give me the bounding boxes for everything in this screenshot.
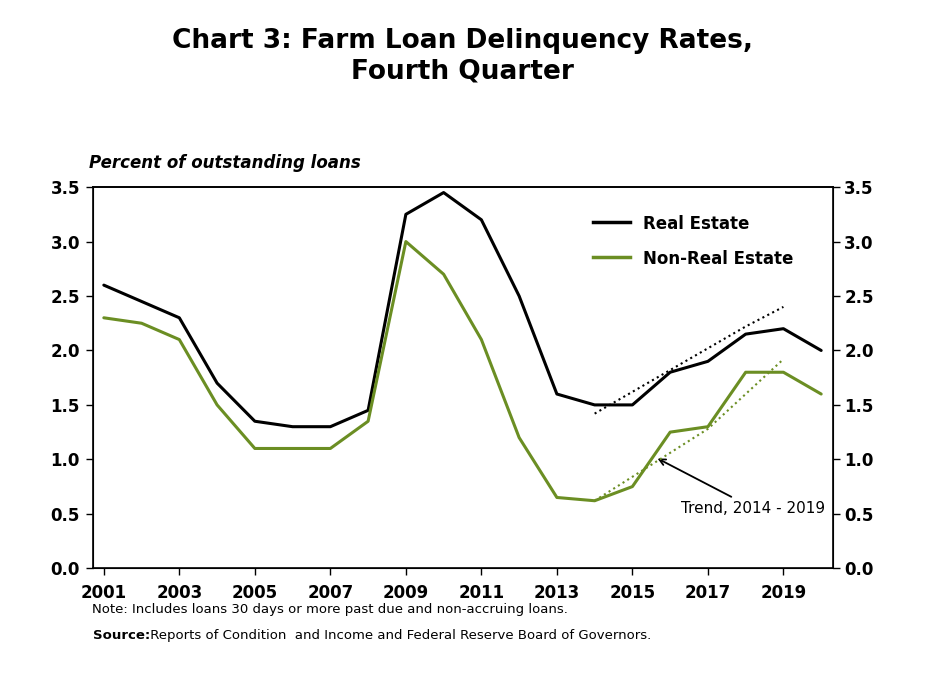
Text: Chart 3: Farm Loan Delinquency Rates,
Fourth Quarter: Chart 3: Farm Loan Delinquency Rates, Fo… bbox=[172, 28, 753, 85]
Text: Source:: Source: bbox=[92, 629, 150, 642]
Text: Note: Includes loans 30 days or more past due and non-accruing loans.: Note: Includes loans 30 days or more pas… bbox=[92, 603, 568, 616]
Text: Trend, 2014 - 2019: Trend, 2014 - 2019 bbox=[660, 459, 826, 516]
Text: Reports of Condition  and Income and Federal Reserve Board of Governors.: Reports of Condition and Income and Fede… bbox=[146, 629, 651, 642]
Text: Percent of outstanding loans: Percent of outstanding loans bbox=[89, 154, 361, 172]
Legend: Real Estate, Non-Real Estate: Real Estate, Non-Real Estate bbox=[585, 207, 802, 277]
